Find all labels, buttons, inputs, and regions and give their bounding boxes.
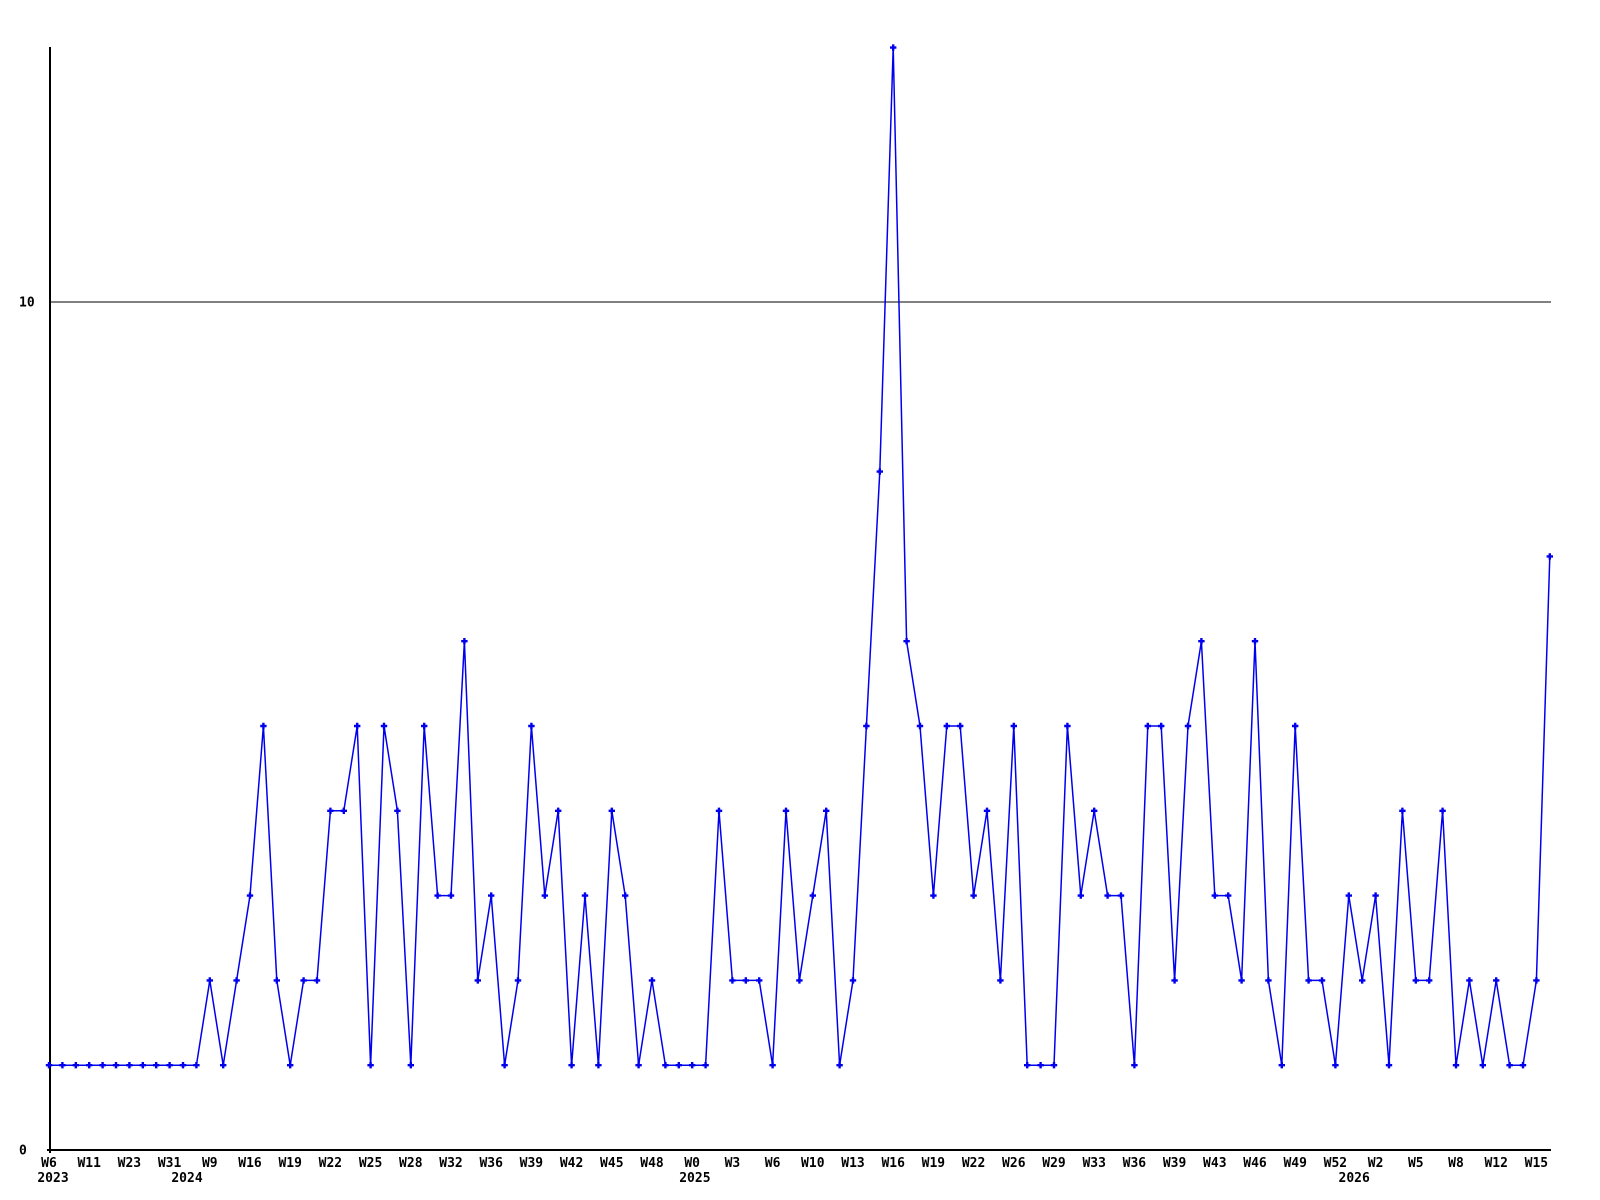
x-tick-label: W15 (1525, 1156, 1548, 1171)
x-tick-label: W13 (841, 1156, 864, 1171)
year-label: 2026 (1339, 1171, 1370, 1186)
y-tick-label: 0 (19, 1144, 27, 1159)
x-tick-label: W19 (922, 1156, 945, 1171)
x-tick-label: W22 (319, 1156, 342, 1171)
x-tick-label: W32 (439, 1156, 462, 1171)
x-tick-label: W29 (1042, 1156, 1065, 1171)
x-tick-label: W11 (77, 1156, 101, 1171)
y-tick-label: 10 (19, 296, 35, 311)
x-tick-label: W26 (1002, 1156, 1026, 1171)
x-tick-label: W10 (801, 1156, 825, 1171)
x-tick-label: W52 (1324, 1156, 1347, 1171)
x-tick-label: W22 (962, 1156, 985, 1171)
x-tick-label: W2 (1368, 1156, 1384, 1171)
x-tick-label: W5 (1408, 1156, 1424, 1171)
x-tick-label: W31 (158, 1156, 182, 1171)
x-tick-label: W46 (1243, 1156, 1267, 1171)
x-tick-label: W3 (725, 1156, 741, 1171)
x-tick-label: W45 (600, 1156, 623, 1171)
x-tick-label: W6 (41, 1156, 57, 1171)
x-tick-label: W28 (399, 1156, 423, 1171)
x-tick-label: W12 (1484, 1156, 1507, 1171)
x-tick-label: W49 (1283, 1156, 1306, 1171)
x-tick-label: W19 (278, 1156, 301, 1171)
x-tick-label: W0 (684, 1156, 700, 1171)
x-tick-label: W16 (881, 1156, 905, 1171)
x-tick-label: W42 (560, 1156, 583, 1171)
x-tick-label: W23 (118, 1156, 141, 1171)
x-tick-label: W25 (359, 1156, 382, 1171)
year-label: 2024 (171, 1171, 202, 1186)
x-tick-label: W36 (479, 1156, 503, 1171)
data-line (49, 46, 1551, 1066)
x-tick-label: W39 (1163, 1156, 1186, 1171)
x-tick-label: W8 (1448, 1156, 1464, 1171)
x-tick-label: W33 (1082, 1156, 1105, 1171)
axis-lines (47, 47, 1551, 1153)
x-tick-label: W6 (765, 1156, 781, 1171)
x-tick-label: W9 (202, 1156, 218, 1171)
x-tick-label: W48 (640, 1156, 664, 1171)
year-label: 2025 (679, 1171, 710, 1186)
x-tick-label: W39 (520, 1156, 543, 1171)
year-label: 2023 (37, 1171, 68, 1186)
data-point-markers (45, 44, 1553, 1069)
x-tick-label: W36 (1123, 1156, 1147, 1171)
x-tick-label: W16 (238, 1156, 262, 1171)
x-tick-label: W43 (1203, 1156, 1226, 1171)
